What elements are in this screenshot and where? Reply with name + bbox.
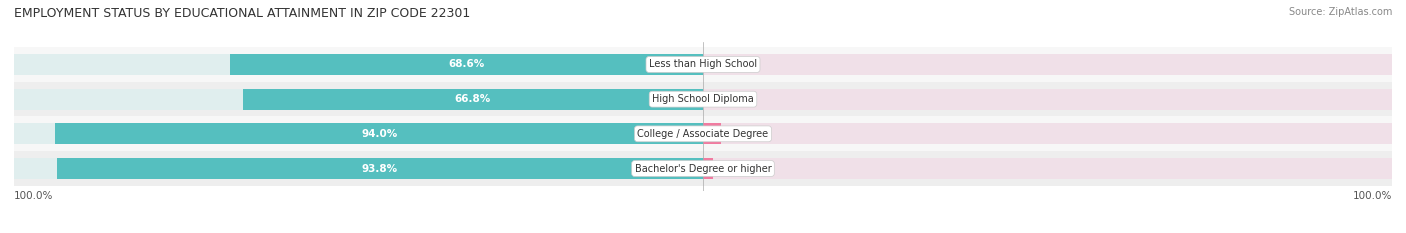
Bar (14, 54, 703, 75)
Text: 93.8%: 93.8% (361, 164, 398, 174)
Text: 2.6%: 2.6% (738, 129, 765, 139)
Text: 100.0%: 100.0% (1353, 191, 1392, 201)
Text: 100.0%: 100.0% (14, 191, 53, 201)
Bar (231, 54, 703, 75)
Text: 1.5%: 1.5% (731, 164, 756, 174)
Bar (14, 158, 703, 179)
Bar (243, 89, 703, 110)
Text: EMPLOYMENT STATUS BY EDUCATIONAL ATTAINMENT IN ZIP CODE 22301: EMPLOYMENT STATUS BY EDUCATIONAL ATTAINM… (14, 7, 471, 20)
Text: Bachelor's Degree or higher: Bachelor's Degree or higher (634, 164, 772, 174)
Text: 66.8%: 66.8% (454, 94, 491, 104)
Bar (14, 116, 1392, 151)
Bar (703, 54, 1392, 75)
Text: High School Diploma: High School Diploma (652, 94, 754, 104)
Bar (56, 158, 703, 179)
Bar (14, 82, 1392, 116)
Bar (14, 47, 1392, 82)
Text: 94.0%: 94.0% (361, 129, 398, 139)
Bar (703, 123, 721, 144)
Bar (703, 158, 713, 179)
Bar (703, 123, 1392, 144)
Bar (55, 123, 703, 144)
Text: 0.0%: 0.0% (720, 59, 747, 69)
Text: 0.0%: 0.0% (720, 94, 747, 104)
Text: 68.6%: 68.6% (449, 59, 485, 69)
Bar (703, 158, 1392, 179)
Bar (14, 123, 703, 144)
Text: Source: ZipAtlas.com: Source: ZipAtlas.com (1288, 7, 1392, 17)
Bar (703, 89, 1392, 110)
Bar (14, 89, 703, 110)
Text: College / Associate Degree: College / Associate Degree (637, 129, 769, 139)
Bar (14, 151, 1392, 186)
Text: Less than High School: Less than High School (650, 59, 756, 69)
